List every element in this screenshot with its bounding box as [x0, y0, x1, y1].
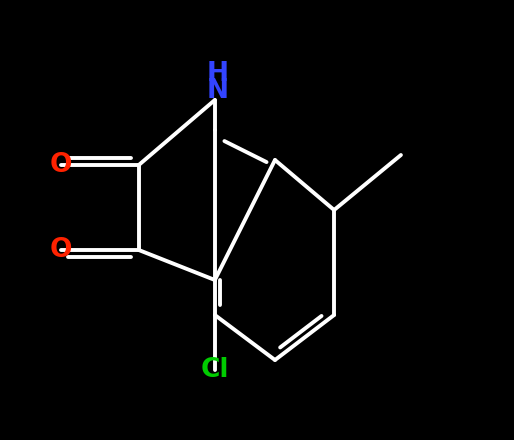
- Text: Cl: Cl: [200, 357, 229, 383]
- Text: O: O: [49, 237, 72, 263]
- Text: O: O: [49, 152, 72, 178]
- Text: H: H: [207, 61, 228, 87]
- Text: N: N: [207, 78, 228, 104]
